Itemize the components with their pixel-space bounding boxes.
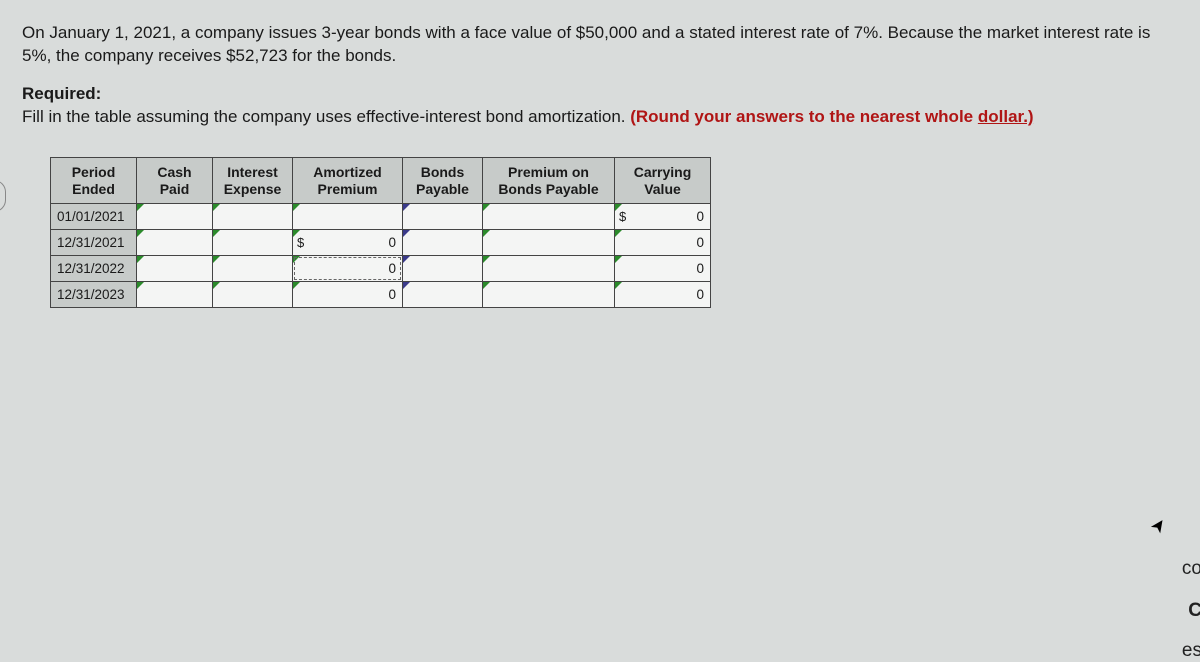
cell-indicator-icon (403, 230, 410, 237)
input-cell-bonds[interactable] (403, 256, 483, 282)
amortization-table: PeriodEnded CashPaid InterestExpense Amo… (50, 157, 711, 309)
row-period-label: 01/01/2021 (51, 204, 137, 230)
cell-value: 0 (621, 261, 704, 276)
row-period-label: 12/31/2023 (51, 282, 137, 308)
cell-value: 0 (299, 287, 396, 302)
col-interest-expense: InterestExpense (213, 157, 293, 204)
cell-indicator-icon (403, 282, 410, 289)
amortization-table-wrap: PeriodEnded CashPaid InterestExpense Amo… (50, 157, 1178, 309)
input-cell-premon[interactable] (483, 256, 615, 282)
cell-indicator-icon (213, 256, 220, 263)
input-cell-amort[interactable]: 0 (293, 256, 403, 282)
edge-fragment: C (1188, 600, 1200, 622)
cell-indicator-icon (293, 230, 300, 237)
cell-indicator-icon (615, 282, 622, 289)
row-period-label: 12/31/2022 (51, 256, 137, 282)
cell-indicator-icon (403, 204, 410, 211)
input-cell-amort[interactable]: $0 (293, 230, 403, 256)
input-cell-cash[interactable] (137, 204, 213, 230)
cell-indicator-icon (293, 204, 300, 211)
input-cell-cash[interactable] (137, 282, 213, 308)
input-cell-bonds[interactable] (403, 204, 483, 230)
cell-value: 0 (621, 287, 704, 302)
edge-fragment: co (1182, 558, 1200, 580)
cell-indicator-icon (137, 204, 144, 211)
table-body: 01/01/2021$012/31/2021$0012/31/20220012/… (51, 204, 711, 308)
cell-indicator-icon (293, 282, 300, 289)
table-row: 12/31/2022 0 0 (51, 256, 711, 282)
cell-indicator-icon (213, 204, 220, 211)
problem-intro-text: On January 1, 2021, a company issues 3-y… (22, 22, 1178, 68)
input-cell-premon[interactable] (483, 282, 615, 308)
cell-currency-prefix: $ (297, 235, 304, 250)
required-label: Required: (22, 84, 1178, 104)
input-cell-carry[interactable]: $0 (615, 204, 711, 230)
input-cell-carry[interactable]: 0 (615, 230, 711, 256)
table-row: 01/01/2021 $0 (51, 204, 711, 230)
cell-indicator-icon (615, 256, 622, 263)
cell-value: 0 (299, 261, 396, 276)
col-bonds-payable: BondsPayable (403, 157, 483, 204)
required-instruction: Fill in the table assuming the company u… (22, 106, 1178, 129)
col-premium-on-bonds: Premium onBonds Payable (483, 157, 615, 204)
required-text-emphasis: (Round your answers to the nearest whole… (630, 107, 1033, 126)
row-period-label: 12/31/2021 (51, 230, 137, 256)
input-cell-cash[interactable] (137, 230, 213, 256)
table-row: 12/31/2023 0 0 (51, 282, 711, 308)
cell-indicator-icon (403, 256, 410, 263)
cell-indicator-icon (483, 282, 490, 289)
cell-indicator-icon (213, 230, 220, 237)
input-cell-bonds[interactable] (403, 230, 483, 256)
cell-indicator-icon (213, 282, 220, 289)
input-cell-carry[interactable]: 0 (615, 282, 711, 308)
input-cell-carry[interactable]: 0 (615, 256, 711, 282)
cell-indicator-icon (615, 230, 622, 237)
cell-indicator-icon (137, 230, 144, 237)
cell-value: 0 (306, 235, 396, 250)
input-cell-premon[interactable] (483, 230, 615, 256)
input-cell-intexp[interactable] (213, 204, 293, 230)
required-text-plain: Fill in the table assuming the company u… (22, 107, 630, 126)
cell-indicator-icon (483, 256, 490, 263)
cell-indicator-icon (137, 282, 144, 289)
col-carrying-value: CarryingValue (615, 157, 711, 204)
cell-indicator-icon (483, 230, 490, 237)
cell-indicator-icon (293, 256, 300, 263)
input-cell-intexp[interactable] (213, 230, 293, 256)
input-cell-amort[interactable]: 0 (293, 282, 403, 308)
table-row: 12/31/2021$00 (51, 230, 711, 256)
col-period: PeriodEnded (51, 157, 137, 204)
col-amortized-premium: AmortizedPremium (293, 157, 403, 204)
required-text-red-inner: (Round your answers to the nearest whole… (630, 107, 1033, 126)
input-cell-amort[interactable] (293, 204, 403, 230)
input-cell-intexp[interactable] (213, 282, 293, 308)
cell-value: 0 (621, 235, 704, 250)
question-page: On January 1, 2021, a company issues 3-y… (0, 0, 1200, 308)
cell-indicator-icon (137, 256, 144, 263)
input-cell-intexp[interactable] (213, 256, 293, 282)
col-cash-paid: CashPaid (137, 157, 213, 204)
cell-currency-prefix: $ (619, 209, 626, 224)
cell-indicator-icon (483, 204, 490, 211)
input-cell-cash[interactable] (137, 256, 213, 282)
cell-indicator-icon (615, 204, 622, 211)
table-header-row: PeriodEnded CashPaid InterestExpense Amo… (51, 157, 711, 204)
cell-value: 0 (628, 209, 704, 224)
cursor-icon: ➤ (1146, 513, 1172, 537)
input-cell-premon[interactable] (483, 204, 615, 230)
input-cell-bonds[interactable] (403, 282, 483, 308)
